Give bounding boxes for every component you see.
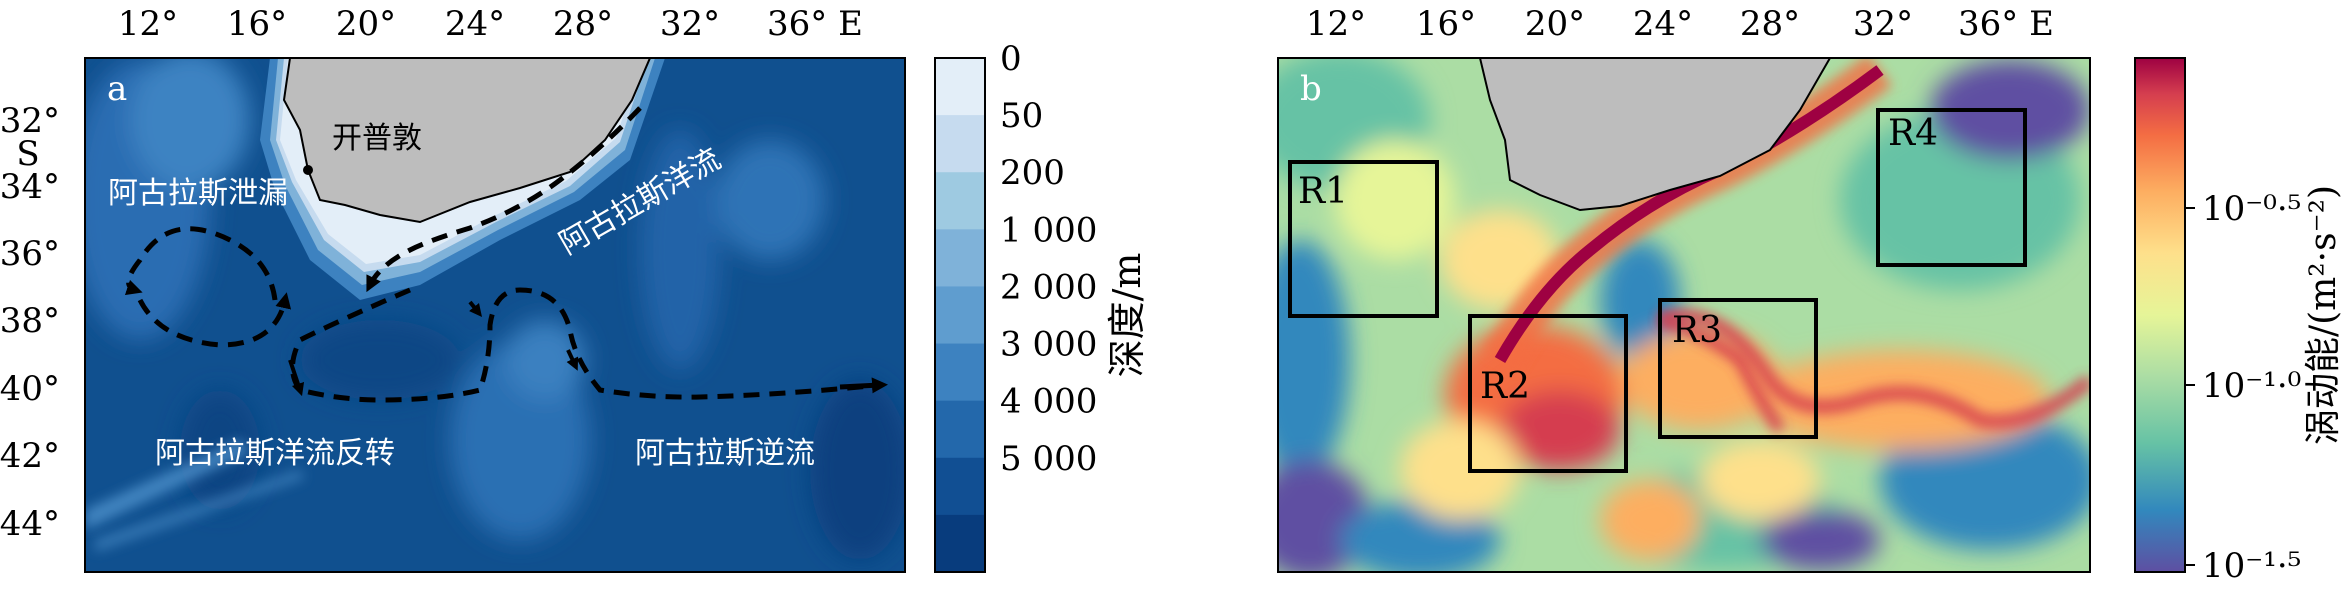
lon-tick: 16° — [227, 4, 287, 44]
africa-land — [1478, 58, 1832, 212]
region-box-r3 — [1658, 298, 1818, 439]
depth-swatch — [935, 343, 985, 402]
panel-b-lon-ticks: 12° 16° 20° 24° 28° 32° 36° E — [1306, 4, 2054, 44]
cape-town-marker — [303, 165, 313, 175]
depth-level-label: 1 000 — [1000, 210, 1097, 250]
lon-tick: 32° — [660, 4, 720, 44]
panel-b-letter: b — [1300, 69, 1322, 109]
cape-town-label: 开普敦 — [332, 121, 422, 156]
eke-colorbar-gradient — [2134, 57, 2186, 573]
lon-tick: 12° — [1306, 4, 1366, 44]
panel-a-lon-ticks: 12° 16° 20° 24° 28° 32° 36° E — [118, 4, 863, 44]
return-current-label: 阿古拉斯逆流 — [635, 436, 815, 471]
lat-hemisphere: S — [16, 134, 39, 174]
depth-level-label: 2 000 — [1000, 267, 1097, 307]
depth-level-label: 50 — [1000, 96, 1043, 136]
lat-tick: 32° — [0, 101, 60, 141]
depth-level-label: 0 — [1000, 39, 1022, 79]
lon-tick: 12° — [118, 4, 178, 44]
lon-tick: 20° — [1525, 4, 1585, 44]
depth-swatch — [935, 58, 985, 116]
leakage-loop — [124, 226, 278, 301]
lon-tick: 24° — [1633, 4, 1693, 44]
region-box-r1 — [1288, 160, 1439, 318]
region-label-r1: R1 — [1298, 171, 1348, 212]
depth-level-label: 4 000 — [1000, 382, 1097, 422]
depth-level-label: 3 000 — [1000, 325, 1097, 365]
lon-tick: 36° E — [767, 4, 863, 44]
panel-a-letter: a — [107, 69, 127, 109]
depth-swatch — [935, 115, 985, 173]
depth-level-label: 200 — [1000, 153, 1065, 193]
retroflection-label: 阿古拉斯洋流反转 — [155, 436, 395, 471]
lon-tick: 24° — [445, 4, 505, 44]
panel-a-lat-ticks: 32° S 34° 36° 38° 40° 42° 44° — [0, 101, 60, 544]
lon-tick: 28° — [1740, 4, 1800, 44]
bathymetry-shading — [85, 58, 905, 560]
lat-tick: 38° — [0, 301, 60, 341]
depth-level-label: 5 000 — [1000, 439, 1097, 479]
depth-swatch — [935, 514, 985, 573]
region-box-r2 — [1468, 314, 1628, 473]
lat-tick: 44° — [0, 504, 60, 544]
depth-swatch — [935, 172, 985, 230]
lon-tick: 28° — [553, 4, 613, 44]
africa-land — [282, 58, 652, 224]
lon-tick: 32° — [1853, 4, 1913, 44]
lon-tick: 20° — [336, 4, 396, 44]
panel-b-map: b R1 R2 R3 R4 12° 16° 20° 24° 28° 32° 36… — [1277, 4, 2091, 573]
region-label-r2: R2 — [1480, 366, 1530, 407]
depth-swatch — [935, 229, 985, 287]
agulhas-leakage-label: 阿古拉斯泄漏 — [108, 176, 288, 211]
lon-tick: 16° — [1416, 4, 1476, 44]
lon-tick: 36° E — [1958, 4, 2054, 44]
panel-a-map: a 开普敦 阿古拉斯泄漏 阿古拉斯洋流 阿古拉斯洋流反转 阿古拉斯逆流 12° … — [0, 4, 906, 573]
eke-colorbar: 10⁻⁰·⁵ 10⁻¹·⁰ 10⁻¹·⁵ 涡动能/(m²·s⁻²) — [2134, 57, 2344, 586]
depth-swatch — [935, 286, 985, 345]
eke-tick-label: 10⁻¹·⁵ — [2202, 546, 2301, 586]
lat-tick: 42° — [0, 436, 60, 476]
lat-tick: 34° — [0, 167, 60, 207]
depth-colorbar-title: 深度/m — [1105, 253, 1149, 378]
panel-a-frame — [84, 57, 906, 573]
agulhas-current-path — [366, 106, 642, 293]
region-box-r4 — [1876, 108, 2027, 267]
depth-colorbar: 0 50 200 1 000 2 000 3 000 4 000 5 000 深度/m — [934, 39, 1149, 573]
region-label-r4: R4 — [1888, 113, 1938, 154]
eke-colorbar-title: 涡动能/(m²·s⁻²) — [2303, 185, 2344, 445]
panel-b-frame — [1277, 57, 2091, 573]
region-label-r3: R3 — [1672, 310, 1722, 351]
lat-tick: 36° — [0, 234, 60, 274]
lat-tick: 40° — [0, 369, 60, 409]
eke-tick-label: 10⁻⁰·⁵ — [2202, 189, 2301, 229]
eke-tick-label: 10⁻¹·⁰ — [2202, 366, 2301, 406]
leakage-loop-return — [137, 292, 292, 348]
depth-swatch — [935, 400, 985, 459]
depth-swatch — [935, 457, 985, 516]
